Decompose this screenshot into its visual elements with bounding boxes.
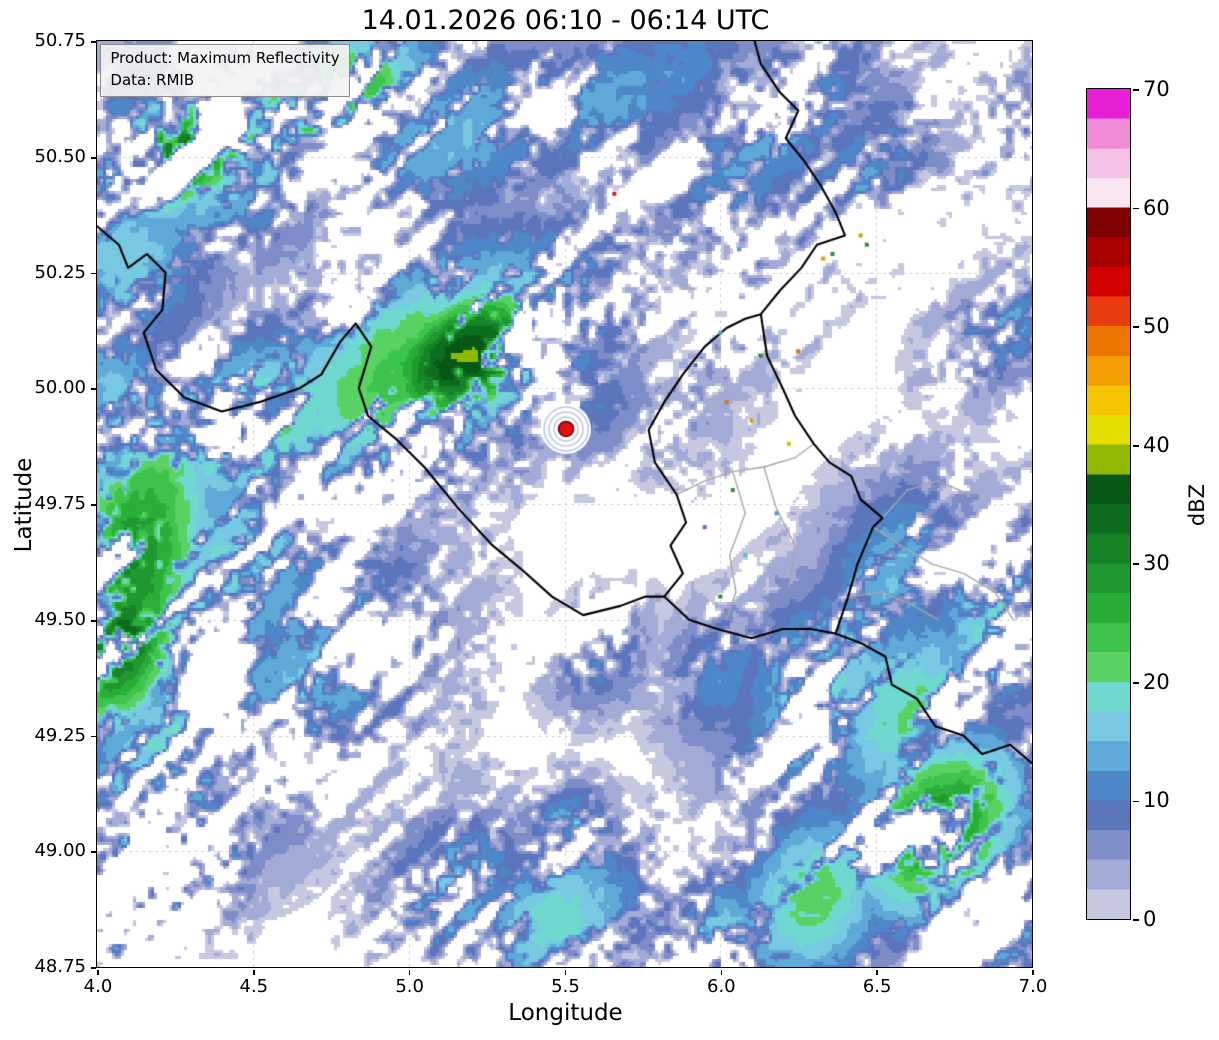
- colorbar-tick-mark: [1132, 444, 1139, 447]
- y-tick-mark: [91, 272, 97, 275]
- colorbar-tick-label: 20: [1143, 669, 1170, 694]
- x-tick-mark: [564, 969, 567, 975]
- y-tick-mark: [91, 41, 97, 43]
- figure-title: 14.01.2026 06:10 - 06:14 UTC: [361, 5, 770, 36]
- colorbar-gradient: [1087, 89, 1131, 920]
- colorbar-tick-mark: [1132, 89, 1139, 91]
- y-tick-label: 50.00: [34, 377, 86, 399]
- y-tick-mark: [91, 619, 97, 622]
- product-label: Product: Maximum Reflectivity: [110, 49, 340, 68]
- y-tick-label: 49.75: [34, 493, 86, 514]
- y-tick-mark: [91, 156, 97, 159]
- y-tick-mark: [91, 967, 97, 969]
- data-source-label: Data: RMIB: [110, 71, 195, 90]
- x-tick-mark: [1032, 969, 1034, 975]
- x-tick-mark: [408, 969, 411, 975]
- y-tick-label: 49.50: [34, 608, 86, 630]
- colorbar-tick-mark: [1132, 682, 1139, 684]
- product-info-box: Product: Maximum Reflectivity Data: RMIB: [100, 44, 350, 97]
- radar-map-canvas: [97, 41, 1033, 968]
- colorbar-tick-label: 60: [1143, 195, 1170, 220]
- y-tick-label: 48.75: [34, 956, 86, 977]
- x-tick-mark: [97, 969, 99, 975]
- x-tick-mark: [876, 969, 878, 975]
- colorbar-tick-label: 40: [1143, 432, 1170, 457]
- colorbar-tick-label: 0: [1143, 907, 1157, 931]
- y-tick-mark: [91, 851, 97, 854]
- y-tick-mark: [91, 504, 97, 506]
- y-tick-label: 50.50: [34, 145, 86, 167]
- y-tick-label: 49.25: [34, 724, 86, 746]
- y-tick-label: 50.25: [34, 261, 86, 283]
- y-tick-label: 49.00: [34, 840, 86, 862]
- colorbar-label: dBZ: [1185, 483, 1209, 527]
- x-tick-label: 6.5: [862, 976, 892, 997]
- colorbar-tick-label: 10: [1143, 788, 1170, 813]
- map-plot-area: Product: Maximum Reflectivity Data: RMIB: [96, 40, 1034, 969]
- x-tick-mark: [720, 969, 723, 975]
- x-tick-label: 7.0: [1018, 976, 1048, 997]
- colorbar: [1086, 88, 1132, 921]
- colorbar-tick-mark: [1132, 326, 1139, 328]
- colorbar-tick-label: 30: [1143, 551, 1170, 576]
- x-tick-label: 5.0: [395, 976, 424, 997]
- colorbar-tick-label: 70: [1143, 77, 1170, 101]
- x-tick-label: 5.5: [551, 976, 580, 997]
- x-tick-mark: [253, 969, 255, 975]
- colorbar-tick-mark: [1132, 800, 1139, 803]
- colorbar-tick-mark: [1132, 919, 1139, 921]
- y-tick-mark: [91, 388, 97, 391]
- colorbar-tick-mark: [1132, 207, 1139, 210]
- colorbar-tick-mark: [1132, 563, 1139, 566]
- x-axis-label: Longitude: [508, 1000, 623, 1026]
- y-tick-mark: [91, 735, 97, 738]
- x-tick-label: 6.0: [707, 976, 736, 997]
- colorbar-tick-label: 50: [1143, 314, 1170, 339]
- x-tick-label: 4.0: [83, 976, 113, 997]
- y-tick-label: 50.75: [34, 30, 86, 51]
- x-tick-label: 4.5: [239, 976, 269, 997]
